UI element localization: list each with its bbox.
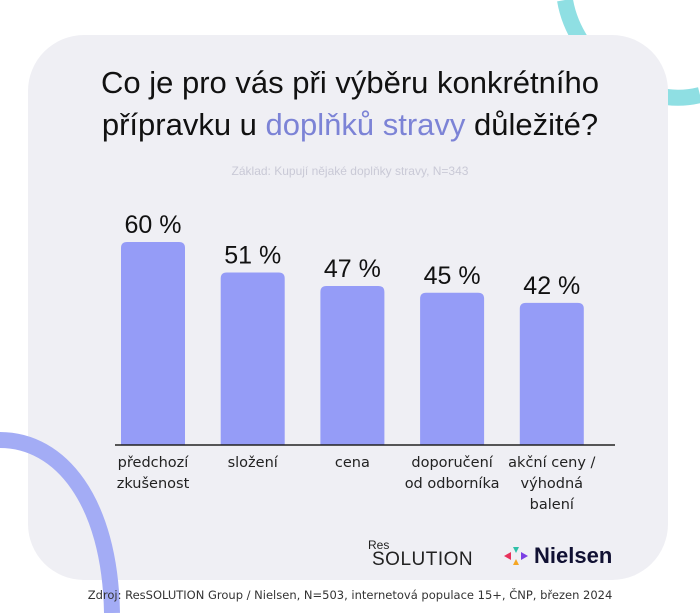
title-text-end: důležité? <box>465 107 599 142</box>
logo-res-text: Res <box>368 538 390 552</box>
bar <box>121 242 185 445</box>
source-note: Zdroj: ResSOLUTION Group / Nielsen, N=50… <box>87 588 613 602</box>
bar-value-label: 47 % <box>324 255 381 283</box>
category-label: balení <box>530 497 575 513</box>
title-highlight: doplňků stravy <box>265 107 466 142</box>
category-label: výhodná <box>521 476 584 492</box>
bar <box>220 272 285 445</box>
nielsen-logo: Nielsen <box>504 543 612 569</box>
bar-value-label: 51 % <box>224 241 281 269</box>
title-line-1: Co je pro vás při výběru konkrétního <box>101 65 599 100</box>
nielsen-mark-icon <box>504 547 528 565</box>
category-label: akční ceny / <box>508 455 595 471</box>
bar-value-label: 42 % <box>523 272 580 300</box>
nielsen-text: Nielsen <box>534 543 613 568</box>
category-label: od odborníka <box>405 476 500 492</box>
category-label: předchozí <box>118 455 190 471</box>
chart-subtitle: Základ: Kupují nějaké doplňky stravy, N=… <box>231 164 469 178</box>
bar-value-label: 45 % <box>424 262 481 290</box>
category-label: zkušenost <box>117 476 190 492</box>
bar-value-label: 60 % <box>125 211 182 239</box>
chart-title: Co je pro vás při výběru konkrétního pří… <box>0 62 700 146</box>
bar <box>420 292 485 445</box>
bar <box>320 285 385 445</box>
category-label: cena <box>335 455 370 471</box>
title-text: přípravku u <box>101 107 266 142</box>
bar <box>519 302 584 445</box>
title-line-2: přípravku u doplňků stravy důležité? <box>0 104 700 146</box>
logo-solution-text: SOLUTION <box>372 549 474 570</box>
category-label: doporučení <box>411 455 493 471</box>
category-label: složení <box>228 455 279 471</box>
